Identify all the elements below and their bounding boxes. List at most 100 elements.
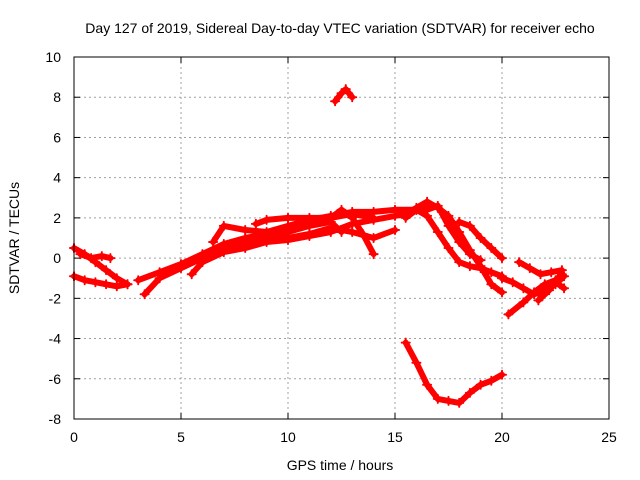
data-point xyxy=(486,375,497,386)
data-point xyxy=(90,277,101,288)
x-tick-label: 5 xyxy=(177,429,185,445)
data-point xyxy=(325,226,336,237)
data-point xyxy=(544,285,555,296)
series-track-3 xyxy=(75,249,116,264)
data-point xyxy=(486,243,497,254)
data-point xyxy=(304,212,315,223)
data-point xyxy=(347,92,358,103)
plot-frame xyxy=(73,56,610,420)
data-point xyxy=(507,277,518,288)
data-point xyxy=(261,214,272,225)
data-point xyxy=(411,357,422,368)
data-point xyxy=(111,273,122,284)
data-point xyxy=(240,224,251,235)
data-point xyxy=(533,295,544,306)
data-point xyxy=(186,269,197,280)
series-line xyxy=(332,86,356,105)
grid-lines xyxy=(74,57,609,419)
data-point xyxy=(411,204,422,215)
data-point xyxy=(304,230,315,241)
data-point xyxy=(122,279,133,290)
data-point xyxy=(497,369,507,380)
data-point xyxy=(75,249,86,260)
data-point xyxy=(325,216,336,227)
x-tick-label: 10 xyxy=(280,429,296,445)
data-point xyxy=(218,220,229,231)
data-point xyxy=(464,261,475,272)
data-point xyxy=(347,226,358,237)
data-point xyxy=(514,257,525,268)
data-point xyxy=(550,277,561,288)
series-track-19 xyxy=(533,277,570,306)
series-track-13 xyxy=(422,200,486,266)
data-point xyxy=(250,218,261,229)
data-point xyxy=(340,84,351,95)
data-point xyxy=(197,257,208,268)
data-point xyxy=(86,253,97,264)
data-point xyxy=(400,337,411,348)
series-line xyxy=(505,271,565,318)
data-point xyxy=(529,287,540,298)
data-point xyxy=(454,216,465,227)
data-point xyxy=(240,243,251,254)
series-track-18 xyxy=(514,257,567,280)
data-point xyxy=(390,224,400,235)
data-point xyxy=(432,393,443,404)
data-point xyxy=(176,263,186,274)
data-point xyxy=(368,233,379,243)
y-tick-label: 0 xyxy=(53,250,61,266)
y-axis-title: SDTVAR / TECUs xyxy=(6,182,22,294)
x-tick-label: 20 xyxy=(494,429,510,445)
data-point xyxy=(503,309,514,320)
data-point xyxy=(336,204,347,215)
data-point xyxy=(133,275,144,286)
data-point xyxy=(368,214,379,225)
data-point xyxy=(454,237,465,248)
data-point xyxy=(336,226,347,237)
data-point xyxy=(497,287,507,298)
data-point xyxy=(218,247,229,258)
data-point xyxy=(422,196,433,207)
data-point xyxy=(518,283,529,294)
data-point xyxy=(486,267,497,278)
data-point xyxy=(464,249,475,260)
data-point xyxy=(283,226,293,237)
data-point xyxy=(443,220,454,231)
data-point xyxy=(422,204,433,215)
data-point xyxy=(454,226,465,237)
y-tick-label: 4 xyxy=(53,170,61,186)
data-point xyxy=(464,220,475,231)
data-point xyxy=(261,233,272,243)
series-track-12 xyxy=(400,204,507,282)
data-point xyxy=(475,255,486,266)
chart-title: Day 127 of 2019, Sidereal Day-to-day VTE… xyxy=(85,20,595,36)
data-point xyxy=(304,220,315,231)
series-track-15 xyxy=(400,337,507,408)
data-point xyxy=(368,249,379,260)
data-point xyxy=(330,96,341,107)
data-point xyxy=(283,212,293,223)
data-point xyxy=(535,269,546,280)
data-point xyxy=(432,200,443,211)
series-track-9 xyxy=(261,216,347,243)
y-tick-label: -4 xyxy=(49,331,62,347)
data-point xyxy=(283,235,293,246)
data-point xyxy=(432,226,443,237)
data-point xyxy=(539,279,550,290)
data-point xyxy=(390,204,400,215)
data-point xyxy=(475,233,486,243)
data-point xyxy=(111,281,122,292)
data-point xyxy=(105,253,116,264)
series-track-10 xyxy=(330,84,358,107)
y-tick-label: 8 xyxy=(53,89,61,105)
x-tick-label: 25 xyxy=(601,429,617,445)
data-point xyxy=(475,379,486,390)
data-point xyxy=(422,379,433,390)
data-point xyxy=(464,387,475,398)
data-point xyxy=(518,297,529,308)
data-point xyxy=(96,251,107,262)
x-tick-label: 0 xyxy=(70,429,78,445)
y-tick-label: -8 xyxy=(49,411,62,427)
data-point xyxy=(454,257,465,268)
data-point xyxy=(336,88,347,99)
